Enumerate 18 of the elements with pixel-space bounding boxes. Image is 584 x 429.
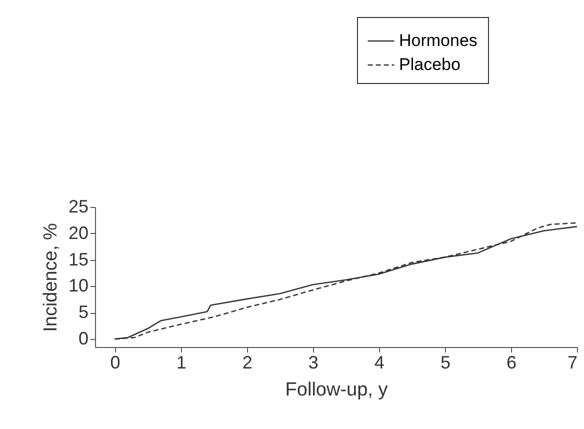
y-tick-label: 25 (68, 196, 88, 216)
x-tick-label: 4 (374, 352, 384, 372)
y-axis-title: Incidence, % (40, 223, 62, 332)
y-tick-label: 5 (78, 302, 88, 322)
legend-label: Placebo (399, 55, 460, 74)
x-axis-title: Follow-up, y (285, 380, 388, 400)
x-tick-label: 2 (242, 352, 252, 372)
legend-label: Hormones (399, 31, 478, 50)
x-tick-label: 6 (506, 352, 516, 372)
y-tick-label: 20 (68, 222, 88, 243)
y-tick-label: 10 (68, 276, 88, 296)
x-tick-label: 0 (110, 352, 120, 372)
y-tick-label: 15 (68, 249, 88, 270)
y-tick-label: 0 (78, 328, 88, 349)
x-tick-label: 5 (440, 352, 450, 372)
x-tick-label: 1 (176, 352, 186, 372)
x-tick-label: 7 (567, 352, 578, 372)
x-tick-label: 3 (308, 352, 318, 372)
